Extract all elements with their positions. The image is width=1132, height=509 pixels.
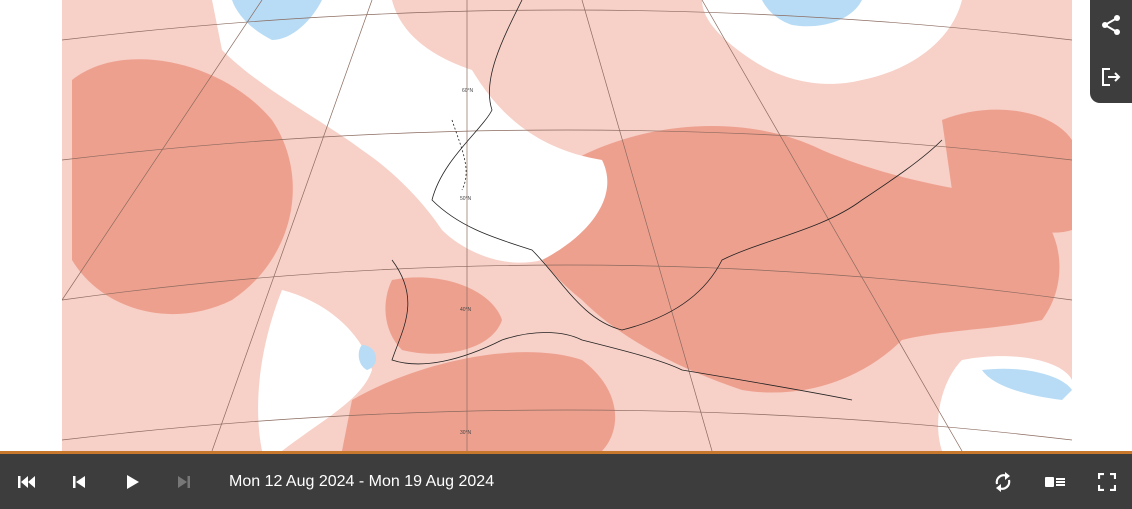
latitude-label: 60°N (462, 88, 474, 94)
warm-anomaly-areas (72, 59, 1072, 451)
playback-toolbar: Mon 12 Aug 2024 - Mon 19 Aug 2024 (0, 451, 1132, 509)
loop-icon (995, 471, 1011, 492)
neutral-areas (212, 0, 1072, 451)
graticule (62, 0, 1072, 451)
coastlines (391, 0, 943, 401)
export-button[interactable] (1090, 55, 1132, 99)
latitude-label: 50°N (460, 196, 472, 202)
share-button[interactable] (1090, 3, 1132, 47)
side-panel (1090, 0, 1132, 103)
first-frame-button[interactable] (7, 454, 47, 509)
latitude-label: 40°N (460, 307, 472, 313)
first-icon (18, 475, 35, 488)
share-icon (1102, 15, 1120, 35)
previous-button[interactable] (59, 454, 99, 509)
legend-button[interactable] (1035, 454, 1075, 509)
previous-icon (73, 475, 85, 488)
legend-icon (1045, 476, 1065, 487)
date-range: Mon 12 Aug 2024 - Mon 19 Aug 2024 (229, 473, 495, 490)
play-button[interactable] (112, 454, 152, 509)
fullscreen-icon (1098, 472, 1116, 491)
next-icon (178, 475, 190, 488)
anomaly-map: 60°N 50°N 40°N 30°N (62, 0, 1072, 451)
latitude-label: 30°N (460, 430, 472, 436)
play-icon (127, 474, 139, 489)
next-button[interactable] (164, 454, 204, 509)
loop-button[interactable] (983, 454, 1023, 509)
fullscreen-button[interactable] (1087, 454, 1127, 509)
export-icon (1102, 68, 1121, 86)
